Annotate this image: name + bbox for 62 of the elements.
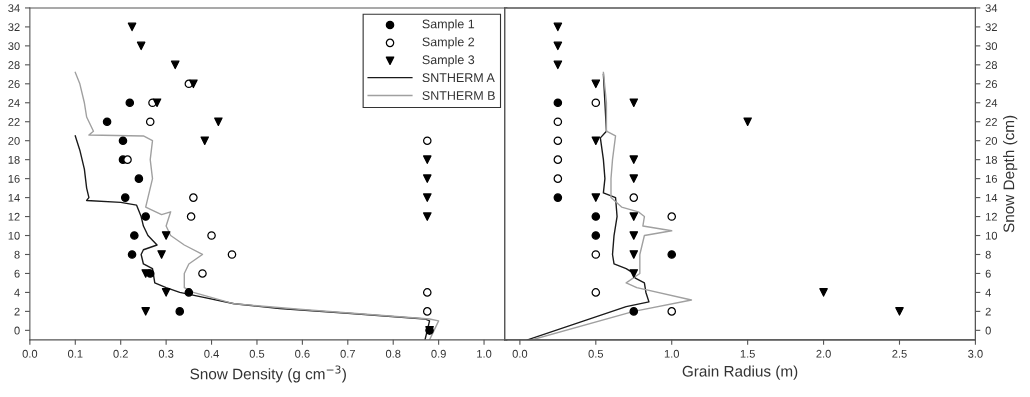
y2-tick-label: 34	[985, 4, 998, 13]
x-tick-label: 0.2	[113, 349, 128, 358]
x-tick-label: 2.0	[816, 349, 831, 358]
y-tick-label: 2	[14, 307, 20, 316]
y-tick-label: 8	[14, 250, 20, 259]
y-tick-label: 34	[8, 4, 20, 13]
y2-tick-label: 12	[985, 212, 997, 221]
y2-tick-label: 28	[985, 61, 998, 69]
y2-axis-title: Snow Depth (cm)	[1003, 115, 1018, 233]
y2-tick-label: 20	[985, 136, 998, 145]
x-tick-label: 0.5	[588, 349, 604, 358]
y-tick-label: 4	[14, 288, 20, 297]
y-tick-label: 24	[8, 99, 20, 107]
x-tick-label: 1.5	[740, 349, 755, 358]
legend-label: SNTHERM B	[422, 91, 495, 100]
y2-tick-label: 8	[985, 250, 991, 259]
x-tick-label: 0.5	[249, 349, 265, 358]
y-tick-label: 32	[8, 23, 20, 32]
x-tick-label: 0.0	[512, 349, 528, 358]
y2-tick-label: 30	[985, 42, 998, 51]
x-tick-label: 0.6	[295, 349, 310, 358]
x-tick-label: 0.0	[22, 349, 38, 358]
x-tick-label: 0.4	[204, 349, 219, 358]
y-tick-label: 16	[8, 174, 20, 183]
x-tick-label: 1.0	[477, 349, 492, 358]
y-tick-label: 14	[8, 193, 20, 202]
y2-tick-label: 22	[985, 118, 997, 126]
y2-tick-label: 24	[985, 99, 998, 107]
y-tick-label: 18	[8, 155, 20, 164]
y-tick-label: 22	[8, 118, 20, 126]
y-tick-label: 26	[8, 80, 20, 88]
y-tick-label: 30	[8, 42, 20, 51]
y2-tick-label: 18	[985, 155, 998, 164]
legend-label: Sample 3	[422, 54, 475, 67]
legend-label: Sample 2	[422, 37, 475, 49]
y2-tick-label: 4	[985, 288, 991, 297]
y-tick-label: 10	[8, 231, 20, 240]
y-tick-label: 6	[14, 269, 20, 278]
x-tick-label: 0.7	[340, 349, 355, 358]
y2-tick-label: 14	[985, 193, 998, 202]
y-tick-label: 0	[14, 326, 20, 335]
x-axis-title: Snow Density (g cm$^{−3}$)	[190, 365, 346, 383]
x-tick-label: 0.1	[68, 349, 83, 358]
x-axis-title: Grain Radius (m)	[682, 365, 798, 380]
y2-tick-label: 2	[985, 307, 991, 316]
x-tick-label: 2.5	[892, 349, 907, 358]
x-tick-label: 0.3	[158, 349, 174, 358]
y-tick-label: 20	[8, 136, 20, 145]
y2-tick-label: 26	[985, 80, 997, 88]
y2-tick-label: 0	[985, 326, 991, 335]
y-tick-label: 12	[8, 212, 20, 221]
y2-tick-label: 10	[985, 231, 998, 240]
x-tick-label: 1.0	[664, 349, 680, 358]
x-tick-label: 3.0	[968, 349, 983, 358]
y2-tick-label: 6	[985, 269, 991, 278]
legend-label: SNTHERM A	[422, 73, 495, 83]
y2-tick-label: 16	[985, 174, 997, 183]
legend-label: Sample 1	[422, 19, 475, 31]
y2-tick-label: 32	[985, 23, 997, 32]
x-tick-label: 0.9	[431, 349, 446, 358]
x-tick-label: 0.8	[385, 349, 401, 358]
y-tick-label: 28	[8, 61, 20, 69]
